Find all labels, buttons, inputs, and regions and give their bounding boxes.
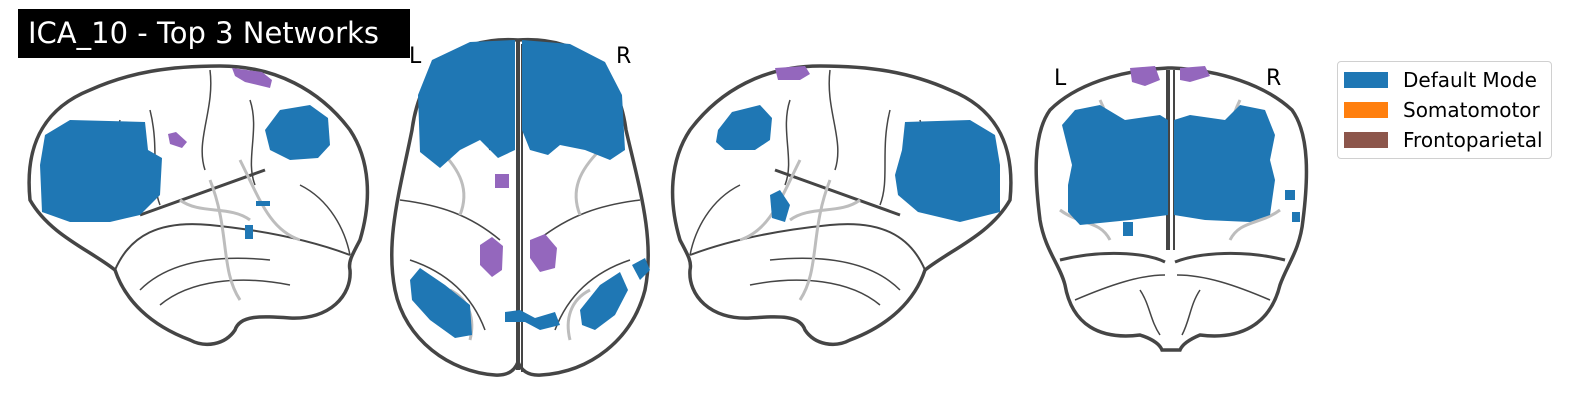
dmn-blob: [410, 268, 472, 338]
dmn-blob: [256, 201, 270, 206]
dmn-blob: [632, 258, 650, 280]
overlay-blob: [775, 66, 810, 80]
coronal-outline: [1034, 66, 1309, 352]
dmn-blob: [265, 105, 330, 160]
sagittal-left-outline: [27, 64, 370, 347]
overlay-blob: [1130, 66, 1160, 86]
dmn-blob: [716, 105, 772, 150]
dmn-blob: [245, 225, 253, 239]
axial-right-label: R: [616, 44, 632, 69]
dmn-blob: [418, 40, 515, 168]
dmn-blob: [1062, 105, 1168, 225]
overlay-blob: [232, 68, 272, 88]
legend-swatch: [1344, 132, 1388, 148]
sagittal-left-view: [27, 64, 370, 347]
dmn-blob: [1123, 222, 1133, 236]
coronal-view: [1034, 66, 1309, 352]
dmn-blob: [580, 272, 628, 330]
sagittal-right-outline: [670, 64, 1013, 347]
figure-title: ICA_10 - Top 3 Networks: [18, 9, 410, 58]
axial-left-label: L: [409, 44, 422, 69]
dmn-blob: [770, 190, 790, 222]
dmn-blob: [1292, 212, 1300, 222]
overlay-blob: [495, 174, 509, 188]
overlay-blob: [168, 132, 187, 148]
legend-swatch: [1344, 102, 1388, 118]
overlay-blob: [530, 234, 557, 272]
overlay-blob: [480, 237, 503, 277]
legend-swatch: [1344, 72, 1388, 88]
axial-view: [389, 37, 650, 377]
legend-label: Somatomotor: [1403, 98, 1540, 122]
dmn-blob: [895, 120, 1000, 222]
overlay-blob: [1180, 66, 1210, 82]
dmn-blob: [1174, 105, 1275, 222]
coronal-right-label: R: [1266, 66, 1282, 91]
legend-label: Frontoparietal: [1403, 128, 1543, 152]
dmn-blob: [505, 310, 560, 330]
legend-item-default-mode: Default Mode: [1344, 68, 1537, 92]
dmn-blob: [40, 120, 162, 222]
sagittal-right-view: [670, 64, 1013, 347]
dmn-blob: [1285, 190, 1295, 200]
legend-item-frontoparietal: Frontoparietal: [1344, 128, 1543, 152]
legend-item-somatomotor: Somatomotor: [1344, 98, 1540, 122]
dmn-blob: [522, 40, 625, 160]
coronal-left-label: L: [1054, 66, 1067, 91]
legend: Default Mode Somatomotor Frontoparietal: [1337, 61, 1552, 159]
legend-label: Default Mode: [1403, 68, 1537, 92]
